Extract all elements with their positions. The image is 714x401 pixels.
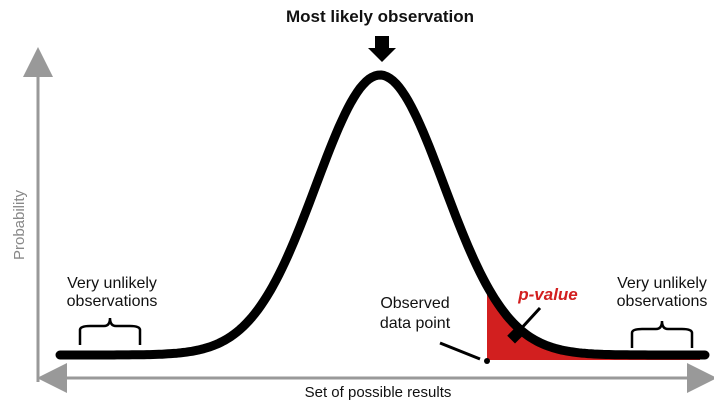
p-value-pointer <box>516 306 542 334</box>
p-value-area <box>487 285 700 360</box>
x-axis-label: Set of possible results <box>305 384 452 401</box>
observed-point <box>484 358 490 364</box>
y-axis-label: Probability <box>11 189 28 260</box>
p-value-pointer-head <box>507 327 523 344</box>
observed-label-1: Observed <box>380 295 449 312</box>
left-brace <box>78 317 142 345</box>
observed-pointer <box>439 341 481 361</box>
title: Most likely observation <box>286 7 474 26</box>
distribution-curve <box>55 70 710 360</box>
observed-label-2: data point <box>380 315 451 332</box>
left-label-1: Very unlikely <box>67 275 157 292</box>
right-brace <box>630 320 694 348</box>
right-label-2: observations <box>617 293 708 310</box>
p-value-label: p-value <box>517 285 578 304</box>
peak-arrow <box>368 36 396 62</box>
left-label-2: observations <box>67 293 158 310</box>
right-label-1: Very unlikely <box>617 275 707 292</box>
